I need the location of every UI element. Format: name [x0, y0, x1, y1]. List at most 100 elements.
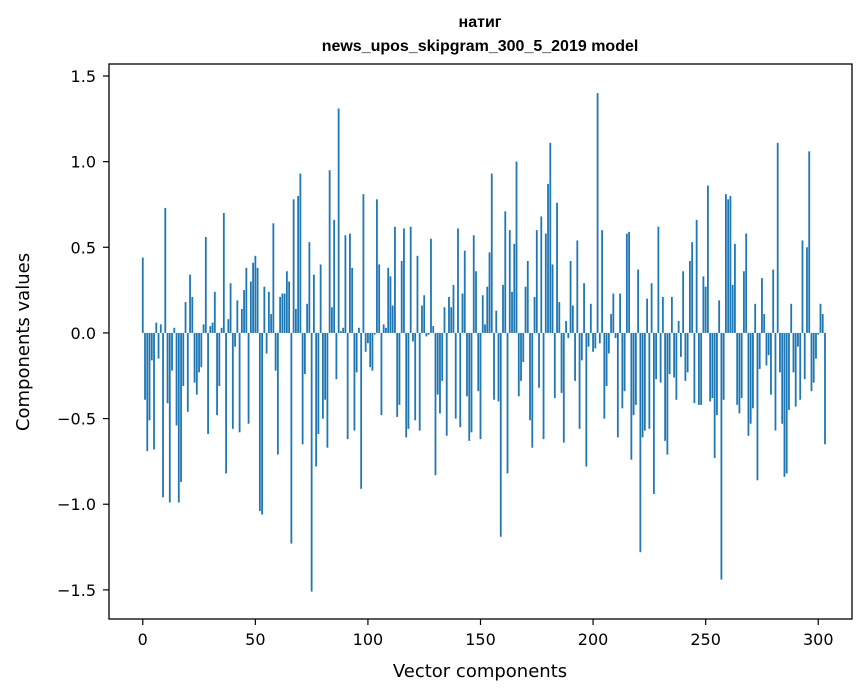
bar [468, 332, 471, 441]
bar [580, 332, 583, 361]
bar [716, 332, 718, 416]
x-tick-label: 150 [465, 630, 496, 649]
bar [225, 332, 227, 474]
bar [569, 260, 572, 333]
bar [220, 327, 223, 333]
bar [709, 332, 712, 402]
bar [425, 332, 428, 337]
bar [583, 283, 585, 333]
bar [445, 332, 448, 436]
bar [394, 226, 396, 333]
bar [747, 332, 750, 436]
bar [779, 332, 781, 373]
x-tick-label: 0 [138, 630, 148, 649]
bar [186, 332, 189, 412]
bar [666, 332, 669, 455]
bar [157, 332, 160, 359]
bar [511, 291, 513, 333]
y-tick-label: −1.0 [57, 495, 96, 514]
bar [477, 332, 480, 392]
bar [490, 173, 493, 333]
bar [598, 332, 601, 344]
bar [765, 332, 768, 366]
bar [421, 305, 423, 333]
bar [540, 216, 543, 333]
bar [261, 332, 263, 515]
bar [488, 252, 491, 333]
bar [535, 230, 538, 333]
bar [258, 332, 261, 512]
bar [457, 228, 459, 333]
y-axis-ticks: −1.5 −1.0 −0.5 0.0 0.5 1.0 1.5 [57, 67, 109, 600]
bar [290, 332, 293, 544]
bar [650, 283, 653, 333]
bar [517, 332, 520, 397]
bar [558, 302, 561, 333]
bar [610, 314, 612, 333]
bar [515, 161, 518, 333]
bar [700, 332, 703, 405]
bar [578, 332, 581, 429]
bar [349, 233, 351, 333]
bar [614, 332, 617, 339]
bar [234, 332, 236, 347]
bar [448, 296, 450, 333]
bar [612, 293, 615, 333]
bar [808, 151, 811, 333]
bar [749, 332, 752, 424]
bar [475, 271, 477, 333]
bar [792, 332, 795, 373]
bar [648, 332, 651, 429]
bar [574, 332, 576, 381]
bar [567, 332, 570, 339]
bar [632, 332, 635, 416]
bar [526, 260, 529, 333]
bar [725, 194, 727, 333]
x-tick-label: 50 [245, 630, 265, 649]
bar [281, 293, 284, 333]
bar [761, 278, 763, 333]
y-tick-label: 0.0 [71, 324, 96, 343]
bar [803, 332, 806, 380]
bar [418, 332, 421, 431]
bar [817, 332, 820, 335]
bar [752, 332, 754, 409]
bar [351, 267, 354, 333]
bar [466, 332, 468, 397]
bar [713, 332, 716, 458]
bar [342, 327, 345, 333]
bar [616, 332, 619, 438]
bar [729, 195, 732, 333]
bar [745, 233, 748, 333]
bar [702, 276, 705, 333]
bar [770, 332, 772, 395]
bar [776, 142, 779, 333]
bar [209, 326, 212, 333]
bar [177, 332, 180, 503]
y-tick-label: 0.5 [71, 238, 96, 257]
bar [587, 332, 590, 347]
bar [391, 305, 394, 333]
bar [367, 332, 369, 344]
bar [331, 307, 333, 333]
bar [324, 332, 327, 400]
bar [200, 332, 203, 368]
bar [310, 332, 313, 592]
bar [364, 332, 367, 352]
bar [159, 324, 162, 333]
bar [288, 281, 291, 333]
bar [788, 332, 790, 411]
bar [698, 332, 700, 405]
bar [432, 326, 435, 333]
bar [495, 310, 498, 333]
bar [193, 332, 196, 383]
bar [405, 332, 408, 438]
bar [754, 303, 757, 333]
bar [285, 271, 288, 333]
bar [378, 264, 381, 333]
bar [664, 332, 667, 441]
bar [337, 108, 340, 333]
bar [772, 269, 775, 333]
bar [497, 332, 500, 402]
bar [283, 293, 286, 333]
